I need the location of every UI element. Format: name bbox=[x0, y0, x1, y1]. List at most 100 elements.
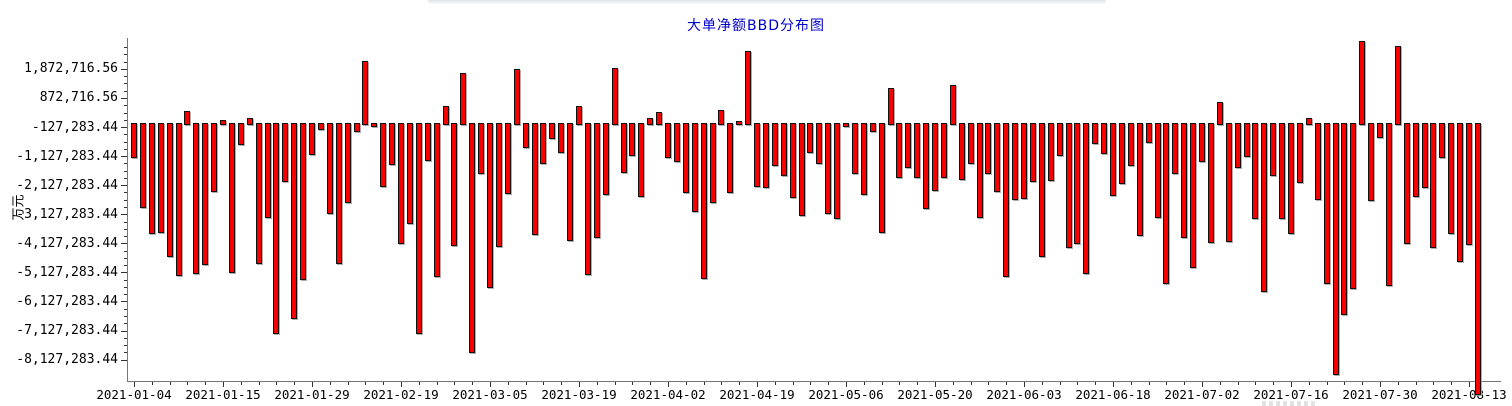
bar bbox=[495, 123, 502, 248]
bar bbox=[1225, 123, 1232, 242]
y-tick-major bbox=[121, 97, 127, 99]
x-tick-minor bbox=[1308, 382, 1310, 385]
x-tick-label: 2021-04-19 bbox=[719, 387, 795, 402]
y-tick-minor bbox=[124, 352, 127, 354]
x-tick-minor bbox=[703, 382, 705, 385]
x-axis-line bbox=[127, 381, 1501, 382]
y-tick-minor bbox=[124, 265, 127, 267]
x-tick-label: 2021-08-13 bbox=[1431, 387, 1507, 402]
bar bbox=[994, 123, 1001, 192]
x-tick-minor bbox=[1130, 382, 1132, 385]
y-axis-line bbox=[127, 38, 128, 382]
x-tick-minor bbox=[561, 382, 563, 385]
bar bbox=[1448, 123, 1455, 235]
x-tick-minor bbox=[596, 382, 598, 385]
x-tick-minor bbox=[1166, 382, 1168, 385]
bar bbox=[834, 123, 841, 219]
bar bbox=[558, 123, 565, 153]
bar bbox=[638, 123, 645, 198]
bar bbox=[1207, 123, 1214, 243]
bar bbox=[246, 118, 253, 126]
bar bbox=[228, 123, 235, 273]
bar bbox=[718, 109, 725, 126]
x-tick-major bbox=[668, 382, 669, 387]
y-tick-minor bbox=[124, 206, 127, 208]
x-tick-minor bbox=[1237, 382, 1239, 385]
bar bbox=[424, 123, 431, 162]
x-tick-minor bbox=[792, 382, 794, 385]
x-tick-minor bbox=[1006, 382, 1008, 385]
bar bbox=[184, 111, 191, 126]
x-tick-minor bbox=[1415, 382, 1417, 385]
bar bbox=[237, 123, 244, 146]
bar bbox=[709, 123, 716, 204]
bar bbox=[1074, 123, 1081, 244]
bar bbox=[1474, 123, 1481, 395]
bar bbox=[1118, 123, 1125, 185]
y-tick-minor bbox=[124, 170, 127, 172]
y-tick-minor bbox=[124, 119, 127, 121]
bar bbox=[825, 123, 832, 215]
y-tick-label: -7,127,283.44 bbox=[16, 323, 118, 338]
x-tick-minor bbox=[1451, 382, 1453, 385]
bar bbox=[380, 123, 387, 187]
x-tick-label: 2021-04-02 bbox=[630, 387, 706, 402]
y-tick-major bbox=[121, 301, 127, 303]
bar bbox=[157, 123, 164, 233]
bar bbox=[273, 123, 280, 334]
x-tick-major bbox=[1291, 382, 1292, 387]
y-tick-label: -1,127,283.44 bbox=[16, 148, 118, 164]
bar bbox=[344, 123, 351, 204]
bar bbox=[1163, 123, 1170, 284]
bar bbox=[647, 118, 654, 126]
bar bbox=[139, 123, 146, 209]
bar bbox=[1305, 118, 1312, 126]
x-tick-major bbox=[1380, 382, 1381, 387]
x-tick-label: 2021-07-02 bbox=[1164, 387, 1240, 402]
x-tick-minor bbox=[472, 382, 474, 385]
bar bbox=[1056, 123, 1063, 157]
bar bbox=[567, 123, 574, 241]
x-tick-minor bbox=[828, 382, 830, 385]
bar bbox=[1341, 123, 1348, 316]
bar bbox=[1136, 123, 1143, 237]
bar bbox=[478, 123, 485, 174]
bar bbox=[1439, 123, 1446, 158]
y-tick-label: -8,127,283.44 bbox=[16, 352, 118, 368]
bar bbox=[665, 123, 671, 158]
y-tick-minor bbox=[124, 192, 127, 194]
y-tick-minor bbox=[124, 61, 127, 63]
bar bbox=[1065, 123, 1072, 249]
x-tick-label: 2021-01-29 bbox=[274, 387, 350, 402]
x-tick-major bbox=[1469, 382, 1470, 387]
x-tick-minor bbox=[205, 382, 207, 385]
chart-title: 大单净额BBD分布图 bbox=[687, 18, 825, 34]
bar bbox=[513, 68, 520, 126]
bar bbox=[175, 123, 182, 276]
x-tick-minor bbox=[418, 382, 420, 385]
bar bbox=[398, 123, 404, 245]
bar bbox=[1359, 40, 1366, 126]
x-tick-minor bbox=[685, 382, 687, 385]
bar bbox=[602, 123, 609, 196]
x-tick-major bbox=[846, 382, 847, 387]
bar bbox=[1394, 45, 1401, 126]
y-tick-major bbox=[121, 330, 127, 332]
bar bbox=[754, 123, 760, 187]
bar bbox=[504, 123, 511, 195]
x-tick-minor bbox=[543, 382, 545, 385]
bar bbox=[843, 123, 849, 127]
bar bbox=[353, 123, 360, 132]
bar bbox=[406, 123, 413, 225]
bar bbox=[727, 123, 734, 194]
bar bbox=[682, 123, 689, 193]
bar bbox=[816, 123, 823, 165]
bar bbox=[1083, 123, 1090, 274]
y-tick-major bbox=[121, 214, 127, 216]
x-tick-label: 2021-02-19 bbox=[363, 387, 439, 402]
y-tick-minor bbox=[124, 345, 127, 346]
y-tick-minor bbox=[124, 163, 127, 165]
y-tick-label: -5,127,283.44 bbox=[16, 264, 118, 280]
bar bbox=[487, 123, 493, 288]
x-tick-major bbox=[579, 382, 580, 387]
